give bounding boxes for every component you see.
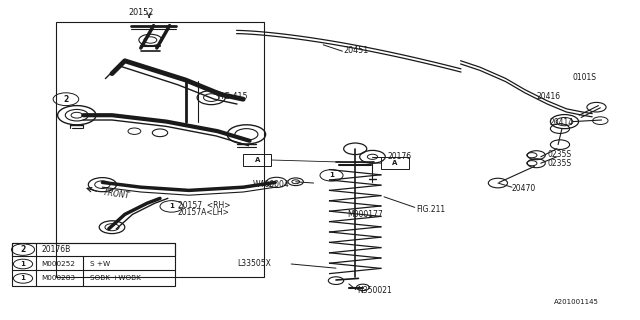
Bar (381, 157, 409, 169)
Text: M000283: M000283 (42, 276, 76, 281)
Text: 20451: 20451 (344, 46, 369, 55)
Text: 20157A<LH>: 20157A<LH> (178, 208, 230, 217)
Text: FIG.415: FIG.415 (218, 92, 248, 100)
Text: 20470: 20470 (512, 184, 536, 193)
Bar (56, 22, 264, 277)
Text: 2: 2 (20, 245, 26, 254)
Text: FRONT: FRONT (104, 188, 131, 201)
Text: A201001145: A201001145 (554, 300, 598, 305)
Bar (12, 243, 175, 256)
Text: L33505X: L33505X (237, 260, 271, 268)
Text: 20157  <RH>: 20157 <RH> (178, 201, 230, 210)
Text: 0235S: 0235S (547, 159, 572, 168)
Bar (243, 154, 271, 166)
Bar (12, 243, 175, 286)
Text: 1: 1 (20, 276, 26, 281)
Text: 1: 1 (169, 204, 174, 209)
Text: M000177: M000177 (347, 210, 383, 219)
Text: M000252: M000252 (42, 261, 76, 267)
Text: 20176B: 20176B (42, 245, 71, 254)
Text: 2: 2 (63, 95, 68, 104)
Text: SOBK +WOBK: SOBK +WOBK (90, 276, 140, 281)
Text: N350021: N350021 (357, 286, 392, 295)
Text: W400004: W400004 (253, 180, 289, 189)
Text: S +W: S +W (90, 261, 109, 267)
Text: A: A (255, 157, 260, 163)
Text: 20416: 20416 (536, 92, 561, 101)
Text: 20414: 20414 (549, 118, 573, 127)
Text: 20176: 20176 (388, 152, 412, 161)
Text: 20152: 20152 (128, 8, 154, 17)
Text: A: A (392, 160, 397, 166)
Text: 1: 1 (20, 261, 26, 267)
Text: FIG.211: FIG.211 (416, 205, 445, 214)
Text: 0101S: 0101S (573, 73, 596, 82)
Text: 1: 1 (329, 172, 334, 178)
Text: 0235S: 0235S (547, 150, 572, 159)
